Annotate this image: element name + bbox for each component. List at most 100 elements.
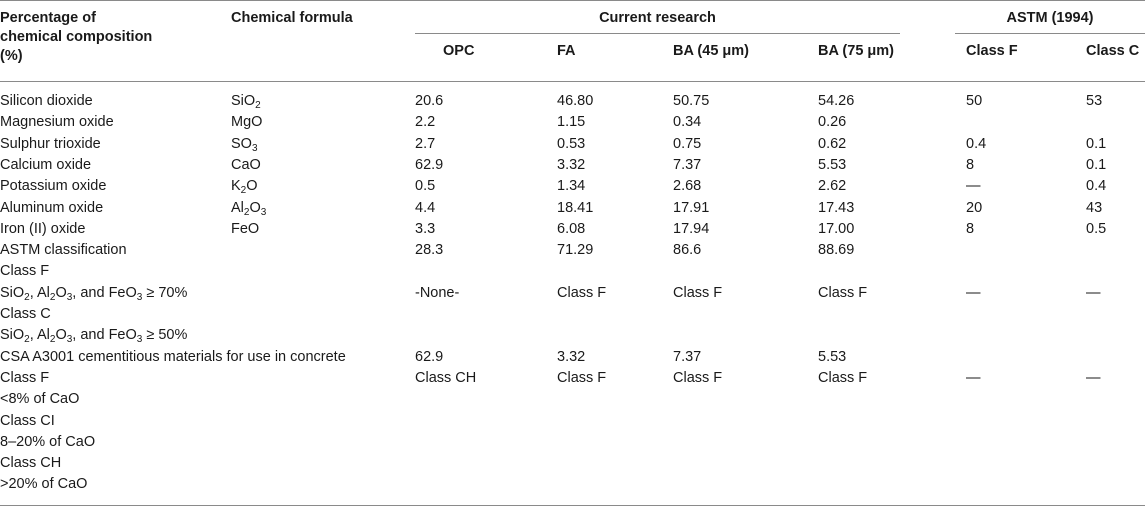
current-research-underline <box>415 33 900 34</box>
row-value: 2.62 <box>818 178 847 195</box>
astm-class-value: Class F <box>557 284 607 301</box>
header-astm-1994: ASTM (1994) <box>1006 10 1094 26</box>
row-chemical-formula: Al2O3 <box>231 199 267 218</box>
row-value: 8 <box>966 220 975 237</box>
subheader-class-c: Class C <box>1086 43 1140 59</box>
row-chemical-formula: K2O <box>231 178 258 197</box>
bottom-rule <box>0 505 1145 506</box>
astm-criteria-line: Class C <box>0 306 51 322</box>
top-rule <box>0 0 1145 1</box>
subheader-opc: OPC <box>443 43 475 59</box>
row-value: 0.62 <box>818 135 847 152</box>
header-col1-line: (%) <box>0 48 23 64</box>
row-value: 18.41 <box>557 199 594 216</box>
astm-value: 88.69 <box>818 242 855 259</box>
row-value: 0.1 <box>1086 135 1107 152</box>
header-col1-line: chemical composition <box>0 29 153 45</box>
row-compound-name: Sulphur trioxide <box>0 135 101 152</box>
row-chemical-formula: CaO <box>231 156 261 173</box>
astm-value: 28.3 <box>415 242 444 259</box>
row-value: 0.1 <box>1086 156 1107 173</box>
row-value: 43 <box>1086 199 1103 216</box>
row-value: 0.5 <box>415 178 436 195</box>
astm-classification-label: ASTM classification <box>0 242 127 259</box>
subheader-ba-75-m: BA (75 μm) <box>818 43 895 59</box>
csa-value: 62.9 <box>415 348 444 365</box>
header-chemical-formula: Chemical formula <box>231 10 353 26</box>
subheader-fa: FA <box>557 43 576 59</box>
row-value: 2.7 <box>415 135 436 152</box>
row-chemical-formula: SO3 <box>231 135 258 154</box>
row-value: 17.91 <box>673 199 710 216</box>
row-compound-name: Potassium oxide <box>0 178 107 195</box>
row-chemical-formula: SiO2 <box>231 93 261 111</box>
row-value: 0.4 <box>966 135 987 152</box>
row-value: 17.00 <box>818 220 855 237</box>
row-value: 7.37 <box>673 156 702 173</box>
csa-class-value: Class CH <box>415 369 477 386</box>
row-value: — <box>966 178 981 195</box>
row-value: 6.08 <box>557 220 586 237</box>
row-value: 0.26 <box>818 114 847 131</box>
csa-criteria-line: <8% of CaO <box>0 391 80 408</box>
row-compound-name: Magnesium oxide <box>0 114 114 131</box>
row-value: 0.34 <box>673 114 702 131</box>
header-bottom-rule <box>0 81 1145 82</box>
row-value: 17.43 <box>818 199 855 216</box>
row-value: 4.4 <box>415 199 436 216</box>
row-value: 62.9 <box>415 156 444 173</box>
row-value: 50 <box>966 93 983 109</box>
astm-value: 71.29 <box>557 242 594 259</box>
row-value: 20.6 <box>415 93 444 109</box>
row-value: 17.94 <box>673 220 710 237</box>
row-value: 5.53 <box>818 156 847 173</box>
row-value: 0.4 <box>1086 178 1107 195</box>
astm-class-value: — <box>1086 284 1101 301</box>
row-value: 3.32 <box>557 156 586 173</box>
csa-criteria-line: Class CH <box>0 455 62 472</box>
row-chemical-formula: MgO <box>231 114 263 131</box>
row-value: 2.68 <box>673 178 702 195</box>
row-value: 46.80 <box>557 93 594 109</box>
row-value: 2.2 <box>415 114 436 131</box>
row-value: 0.53 <box>557 135 586 152</box>
row-chemical-formula: FeO <box>231 220 260 237</box>
header-col1-line: Percentage of <box>0 10 96 26</box>
astm-class-value: -None- <box>415 284 460 301</box>
csa-class-value: Class F <box>818 369 868 386</box>
astm-class-value: Class F <box>818 284 868 301</box>
row-compound-name: Silicon dioxide <box>0 93 93 109</box>
csa-criteria-line: Class F <box>0 369 50 386</box>
subheader-class-f: Class F <box>966 43 1018 59</box>
row-value: 53 <box>1086 93 1103 109</box>
row-compound-name: Calcium oxide <box>0 156 92 173</box>
row-value: 0.5 <box>1086 220 1107 237</box>
astm-criteria-line: SiO2, Al2O3, and FeO3 ≥ 70% <box>0 284 188 303</box>
astm-underline <box>955 33 1145 34</box>
csa-class-value: — <box>966 369 981 386</box>
header-col1: Percentage of chemical composition (%) <box>0 9 152 66</box>
row-compound-name: Iron (II) oxide <box>0 220 86 237</box>
csa-criteria-line: >20% of CaO <box>0 476 88 493</box>
astm-criteria-line: SiO2, Al2O3, and FeO3 ≥ 50% <box>0 327 188 346</box>
row-compound-name: Aluminum oxide <box>0 199 104 216</box>
row-value: 0.75 <box>673 135 702 152</box>
row-value: 1.15 <box>557 114 586 131</box>
astm-criteria-line: Class F <box>0 263 50 280</box>
csa-criteria-line: Class CI <box>0 412 55 429</box>
csa-class-value: Class F <box>557 369 607 386</box>
astm-class-value: Class F <box>673 284 723 301</box>
row-value: 54.26 <box>818 93 855 109</box>
row-value: 20 <box>966 199 983 216</box>
header-current-research: Current research <box>599 10 716 26</box>
row-value: 3.3 <box>415 220 436 237</box>
row-value: 1.34 <box>557 178 586 195</box>
csa-criteria-line: 8–20% of CaO <box>0 433 96 450</box>
astm-value: 86.6 <box>673 242 702 259</box>
astm-class-value: — <box>966 284 981 301</box>
csa-value: 5.53 <box>818 348 847 365</box>
row-value: 8 <box>966 156 975 173</box>
csa-a3001-label: CSA A3001 cementitious materials for use… <box>0 348 346 365</box>
csa-class-value: — <box>1086 369 1101 386</box>
subheader-ba-45-m: BA (45 μm) <box>673 43 750 59</box>
